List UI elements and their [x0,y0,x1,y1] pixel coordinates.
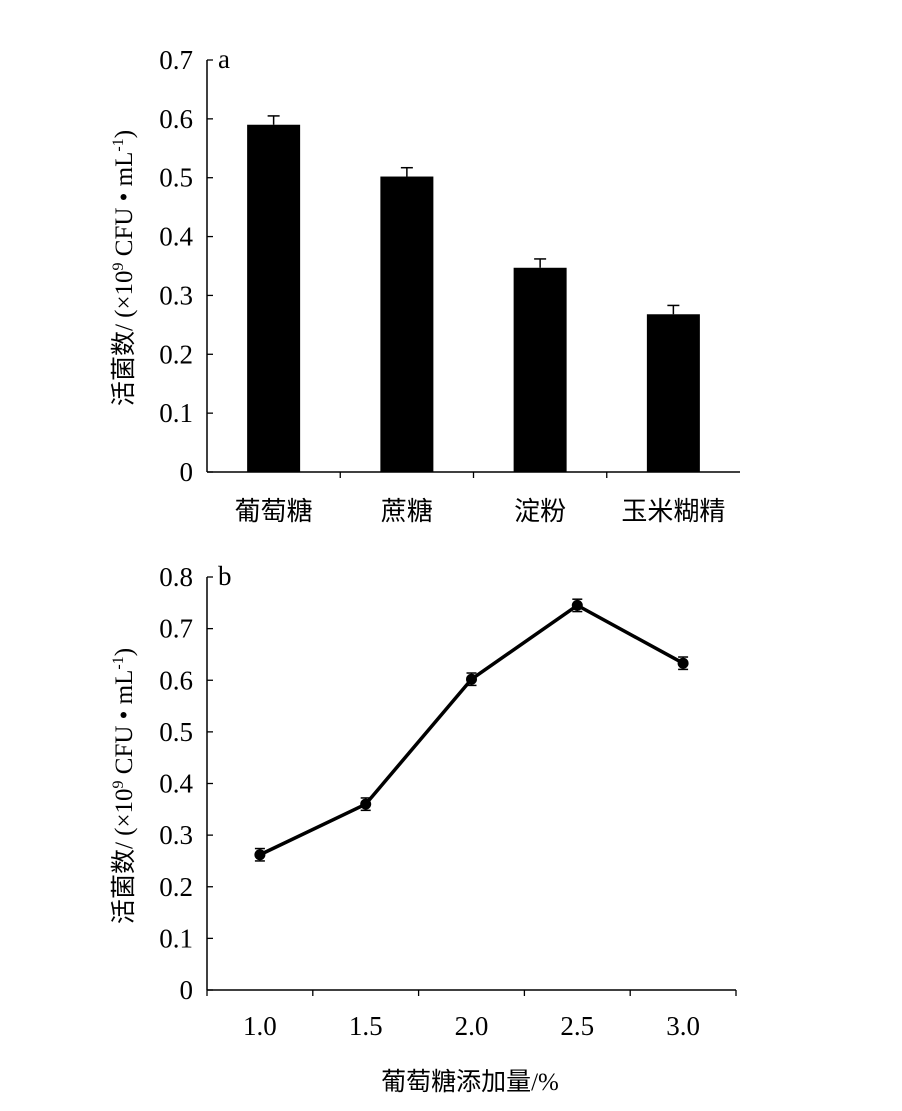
panel-b-data-point [466,673,477,685]
panel-a-y-axis-title: 活菌数/ (×109 CFU • mL-1) [110,130,138,406]
panel-a-bar [247,124,301,472]
panel-a-category-label: 蔗糖 [381,497,433,526]
panel-b-y-axis-title: 活菌数/ (×109 CFU • mL-1) [110,648,138,924]
panel-b-line-chart: b 活菌数/ (×109 CFU • mL-1) 葡萄糖添加量/% 0 0.1 0.… [110,561,737,1096]
panel-b-x-tick-label: 3.0 [666,1011,700,1041]
panel-a-y-tick-label: 0 [180,457,194,487]
panel-b-x-tick-label: 1.0 [243,1011,277,1041]
panel-a-y-tick-label: 0.5 [159,163,193,193]
panel-a-y-tick-label: 0.3 [159,280,193,310]
panel-b-y-tick-label: 0.1 [159,923,193,953]
panel-b-data-point [360,798,372,810]
panel-a-y-tick-label: 0.4 [159,222,193,252]
panel-b-data-point [571,599,583,611]
panel-b-series-line [259,603,684,857]
panel-b-x-tick-label: 1.5 [349,1011,383,1041]
panel-a-category-label: 淀粉 [514,497,566,526]
panel-b-letter: b [218,561,232,591]
panel-b-y-tick-label: 0.6 [159,665,193,695]
panel-b-y-tick-label: 0.4 [159,769,193,799]
panel-b-y-tick-label: 0.3 [159,820,193,850]
panel-a-y-tick-label: 0.2 [159,339,193,369]
panel-a-letter: a [218,44,230,74]
panel-b-x-tick-label: 2.0 [455,1011,489,1041]
panel-a-bar [380,176,434,472]
panel-b-y-tick-label: 0.2 [159,872,193,902]
panel-a-bar [513,267,567,472]
panel-b-data-point [254,849,266,861]
panel-a-y-tick-label: 0.6 [159,104,193,134]
panel-a-bar-chart: a 活菌数/ (×109 CFU • mL-1) 0 0.1 0.2 0.3 0.4 0.… [110,44,740,526]
panel-a-y-tick-label: 0.1 [159,398,193,428]
panel-a-category-label: 玉米糊精 [621,497,725,526]
panel-b-y-tick-label: 0 [180,975,194,1005]
panel-b-y-tick-label: 0.5 [159,717,193,747]
panel-b-data-point [677,657,689,669]
panel-b-x-axis-title: 葡萄糖添加量/% [381,1068,559,1096]
panel-a-category-label: 葡萄糖 [235,497,313,526]
panel-b-y-tick-label: 0.8 [159,562,193,592]
panel-b-y-tick-label: 0.7 [159,614,193,644]
panel-a-bar [646,314,700,472]
panel-b-x-tick-label: 2.5 [560,1011,594,1041]
panel-a-y-tick-label: 0.7 [159,45,193,75]
